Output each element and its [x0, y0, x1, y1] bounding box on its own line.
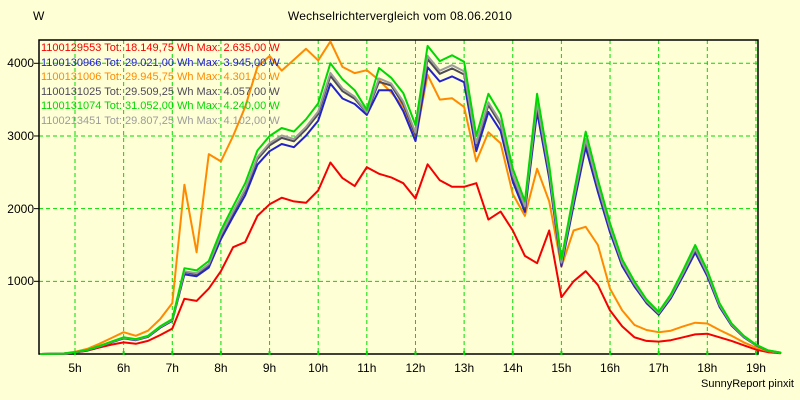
x-tick-label: 10h	[308, 361, 329, 375]
y-tick-label: 3000	[7, 128, 34, 143]
x-tick-label: 11h	[357, 361, 377, 375]
legend-row-1100129553: 1100129553 Tot: 18.149,75 Wh Max: 2.635,…	[41, 42, 280, 54]
legend-row-1100130966: 1100130966 Tot: 29.021,00 Wh Max: 3.945,…	[41, 56, 280, 69]
x-tick-label: 17h	[648, 361, 669, 375]
y-tick-label: 4000	[7, 56, 34, 71]
footer-credit: SunnyReport pinxit	[701, 378, 794, 390]
x-tick-label: 5h	[68, 361, 82, 375]
y-tick-label: 1000	[7, 274, 34, 289]
legend-row-1100131074: 1100131074 Tot: 31.052,00 Wh Max: 4.240,…	[41, 100, 280, 112]
chart-legend: 1100129553 Tot: 18.149,75 Wh Max: 2.635,…	[41, 41, 280, 128]
legend-row-1100213451: 1100213451 Tot: 29.807,25 Wh Max: 4.102,…	[41, 114, 280, 127]
x-tick-label: 12h	[405, 361, 426, 375]
x-tick-label: 18h	[697, 361, 718, 375]
x-tick-label: 16h	[600, 361, 621, 375]
x-tick-label: 14h	[502, 361, 523, 375]
x-tick-label: 9h	[262, 361, 277, 375]
x-tick-label: 7h	[165, 361, 179, 375]
y-axis-unit-label: W	[33, 9, 45, 23]
legend-row-1100131025: 1100131025 Tot: 29.509,25 Wh Max: 4.057,…	[41, 85, 280, 98]
y-tick-label: 2000	[7, 201, 34, 216]
legend-row-1100131006: 1100131006 Tot: 29.945,75 Wh Max: 4.301,…	[41, 71, 280, 83]
x-tick-label: 15h	[551, 361, 572, 375]
x-tick-label: 13h	[454, 361, 475, 375]
chart-title: Wechselrichtervergleich vom 08.06.2010	[287, 9, 513, 23]
plot-border	[38, 39, 759, 355]
x-tick-label: 6h	[116, 361, 131, 375]
x-tick-label: 8h	[214, 361, 228, 375]
series-line-1100131074	[40, 44, 782, 355]
series-line-1100129553	[40, 161, 782, 355]
x-tick-label: 19h	[745, 361, 766, 375]
